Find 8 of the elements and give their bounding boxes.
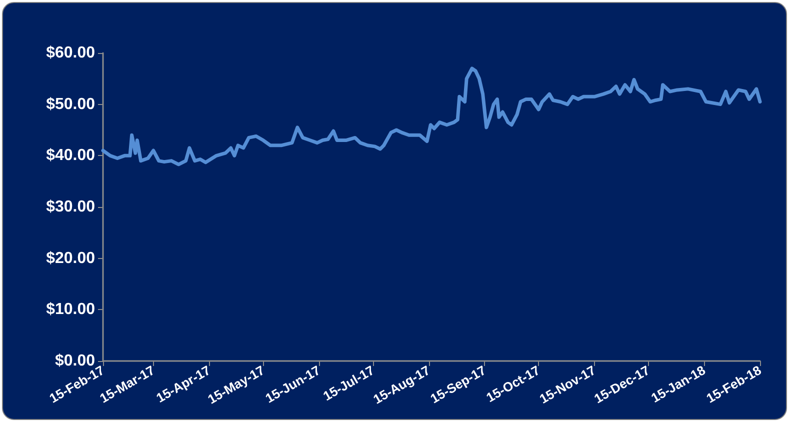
y-tick-label: $30.00 <box>46 198 96 216</box>
y-tick-label: $10.00 <box>46 301 96 318</box>
y-tick-label: $20.00 <box>46 250 96 267</box>
y-tick-label: $40.00 <box>46 147 96 164</box>
line-series <box>101 66 762 166</box>
y-tick-label: $60.00 <box>46 44 96 62</box>
y-tick-label: $0.00 <box>54 352 96 370</box>
y-tick-label: $50.00 <box>46 96 96 113</box>
